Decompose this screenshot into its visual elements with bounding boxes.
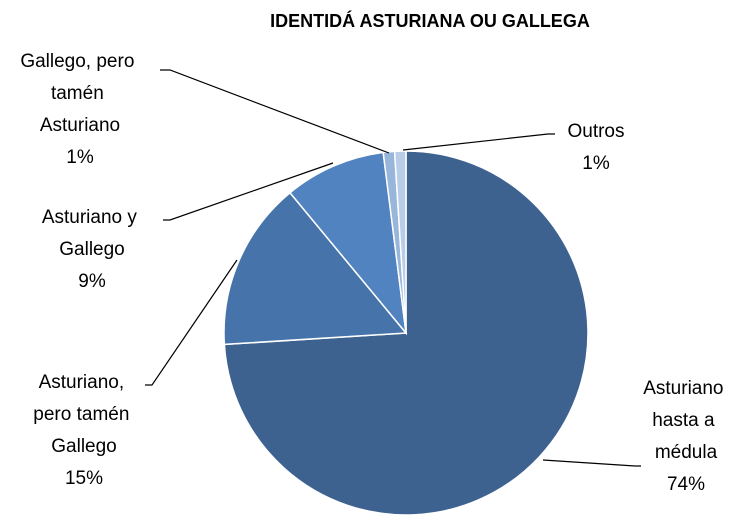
value-label: 1% [582, 153, 610, 174]
leader-line [145, 259, 238, 386]
slice-label: Gallego, pero tamén Asturiano [20, 51, 139, 136]
slice-label: Asturiano y Gallego [42, 207, 142, 260]
slice-label: Outros [567, 121, 624, 142]
pie-slice [288, 151, 408, 336]
leader-line [542, 459, 641, 467]
leader-line [163, 162, 334, 221]
leader-line [160, 69, 390, 154]
value-label: 9% [78, 271, 106, 292]
value-label: 74% [667, 474, 705, 495]
pie-slice [393, 150, 407, 334]
slice-label: Asturiano, pero tamén Gallego [33, 372, 134, 457]
value-label: 1% [66, 147, 94, 168]
leader-line [402, 133, 555, 151]
slice-label: Asturiano hasta a médula [643, 378, 729, 463]
value-label: 15% [65, 468, 103, 489]
pie-slice [223, 191, 408, 346]
chart-title: IDENTIDÁ ASTURIANA OU GALLEGA [270, 10, 590, 31]
